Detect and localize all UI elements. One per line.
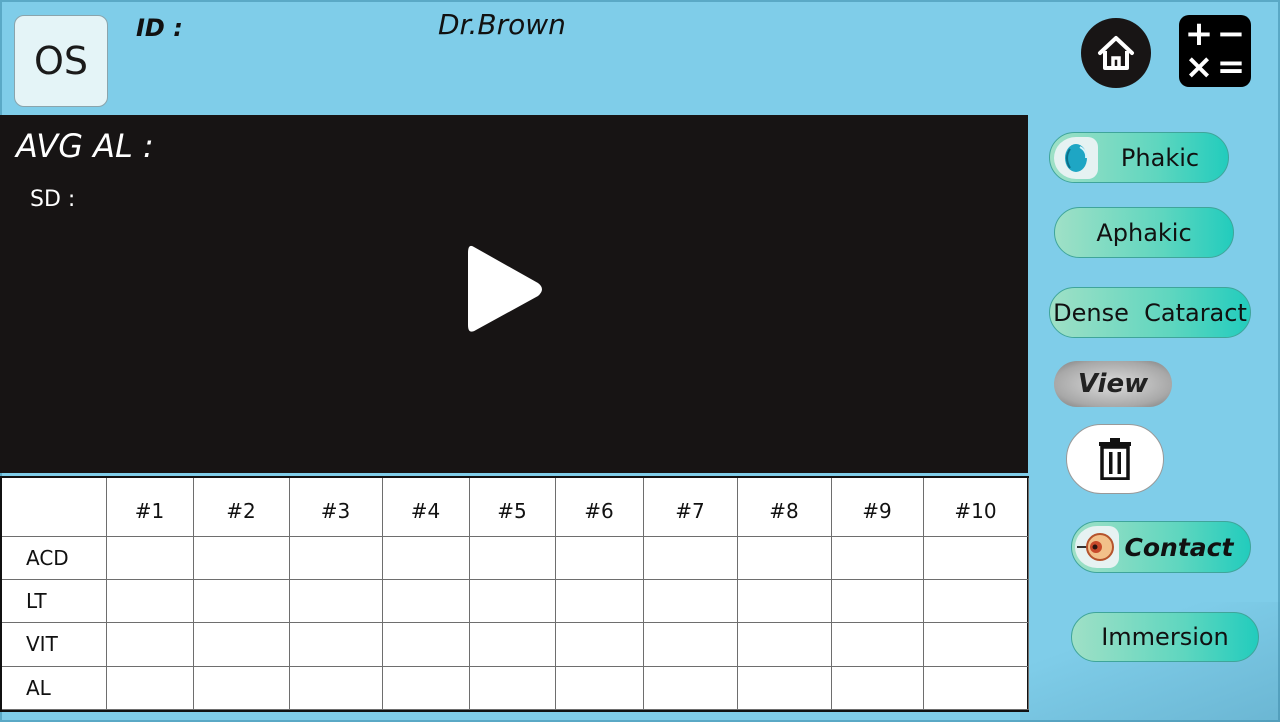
eye-side-button[interactable]: OS xyxy=(14,15,108,107)
table-cell[interactable] xyxy=(105,578,194,624)
table-cell[interactable] xyxy=(642,622,738,667)
table-cell[interactable] xyxy=(830,622,924,667)
table-cell[interactable] xyxy=(105,535,194,580)
table-cell[interactable] xyxy=(381,622,470,667)
patient-id-label: ID : xyxy=(136,14,183,42)
table-cell[interactable] xyxy=(288,622,383,667)
column-header: #6 xyxy=(554,478,644,537)
delete-button[interactable] xyxy=(1066,424,1164,494)
phakic-label: Phakic xyxy=(1120,143,1200,172)
table-cell[interactable] xyxy=(736,665,832,711)
row-header: AL xyxy=(2,665,107,711)
table-cell[interactable] xyxy=(468,535,556,580)
table-cell[interactable] xyxy=(642,665,738,711)
table-cell[interactable] xyxy=(288,665,383,711)
table-cell[interactable] xyxy=(830,535,924,580)
table-cell[interactable] xyxy=(830,665,924,711)
play-icon[interactable] xyxy=(462,239,548,339)
column-header: #7 xyxy=(642,478,738,537)
column-header: #9 xyxy=(830,478,924,537)
trash-icon xyxy=(1099,438,1131,480)
contact-label: Contact xyxy=(1124,532,1234,562)
contact-button[interactable]: Contact xyxy=(1071,521,1251,573)
table-cell[interactable] xyxy=(192,665,290,711)
calc-equals-glyph: = xyxy=(1216,47,1246,87)
table-cell[interactable] xyxy=(288,578,383,624)
calc-minus-glyph: − xyxy=(1216,14,1246,54)
table-cell[interactable] xyxy=(381,578,470,624)
table-cell[interactable] xyxy=(736,578,832,624)
row-header: LT xyxy=(2,578,107,624)
home-icon xyxy=(1098,36,1134,70)
table-cell[interactable] xyxy=(192,578,290,624)
avg-al-label: AVG AL : xyxy=(16,127,154,165)
table-cell[interactable] xyxy=(105,622,194,667)
aphakic-button[interactable]: Aphakic xyxy=(1054,207,1234,258)
table-cell[interactable] xyxy=(468,578,556,624)
phakic-button[interactable]: Phakic xyxy=(1049,132,1229,183)
dense-cataract-button[interactable]: Dense Cataract xyxy=(1049,287,1251,338)
table-cell[interactable] xyxy=(830,578,924,624)
table-cell[interactable] xyxy=(468,665,556,711)
lens-icon xyxy=(1054,137,1098,179)
table-cell[interactable] xyxy=(381,535,470,580)
table-cell[interactable] xyxy=(554,622,644,667)
table-cell[interactable] xyxy=(554,535,644,580)
video-panel[interactable]: AVG AL : SD : xyxy=(0,115,1028,473)
table-cell[interactable] xyxy=(468,622,556,667)
column-header: #8 xyxy=(736,478,832,537)
calculator-button[interactable]: + − × = xyxy=(1179,15,1251,87)
table-cell[interactable] xyxy=(922,578,1029,624)
immersion-button[interactable]: Immersion xyxy=(1071,612,1259,662)
table-cell[interactable] xyxy=(642,535,738,580)
table-cell[interactable] xyxy=(554,578,644,624)
table-cell[interactable] xyxy=(922,665,1029,711)
column-header: #5 xyxy=(468,478,556,537)
table-row: AL xyxy=(2,665,1029,711)
home-button[interactable] xyxy=(1081,18,1151,88)
table-cell[interactable] xyxy=(192,535,290,580)
table-cell[interactable] xyxy=(736,535,832,580)
column-header: #3 xyxy=(288,478,383,537)
table-cell[interactable] xyxy=(642,578,738,624)
table-cell[interactable] xyxy=(288,535,383,580)
table-cell[interactable] xyxy=(381,665,470,711)
table-cell[interactable] xyxy=(105,665,194,711)
table-cell[interactable] xyxy=(554,665,644,711)
dense-cataract-label: Dense Cataract xyxy=(1053,298,1247,327)
column-header: #2 xyxy=(192,478,290,537)
row-header: ACD xyxy=(2,535,107,580)
doctor-name: Dr.Brown xyxy=(438,8,566,41)
eye-probe-icon xyxy=(1075,526,1119,568)
sd-label: SD : xyxy=(30,187,76,212)
measurement-table: #1 #2 #3 #4 #5 #6 #7 #8 #9 #10 ACD LT xyxy=(0,476,1029,712)
table-cell[interactable] xyxy=(922,535,1029,580)
table-row: VIT xyxy=(2,622,1029,667)
calc-times-glyph: × xyxy=(1184,47,1214,87)
table-cell[interactable] xyxy=(736,622,832,667)
table-corner-cell xyxy=(2,478,107,537)
row-header: VIT xyxy=(2,622,107,667)
column-header: #1 xyxy=(105,478,194,537)
table-cell[interactable] xyxy=(922,622,1029,667)
column-header: #10 xyxy=(922,478,1029,537)
table-row: LT xyxy=(2,578,1029,624)
calculator-icon: + xyxy=(1184,14,1214,54)
column-header: #4 xyxy=(381,478,470,537)
table-header-row: #1 #2 #3 #4 #5 #6 #7 #8 #9 #10 xyxy=(2,478,1029,537)
view-button[interactable]: View xyxy=(1054,361,1172,407)
table-row: ACD xyxy=(2,535,1029,580)
table-cell[interactable] xyxy=(192,622,290,667)
